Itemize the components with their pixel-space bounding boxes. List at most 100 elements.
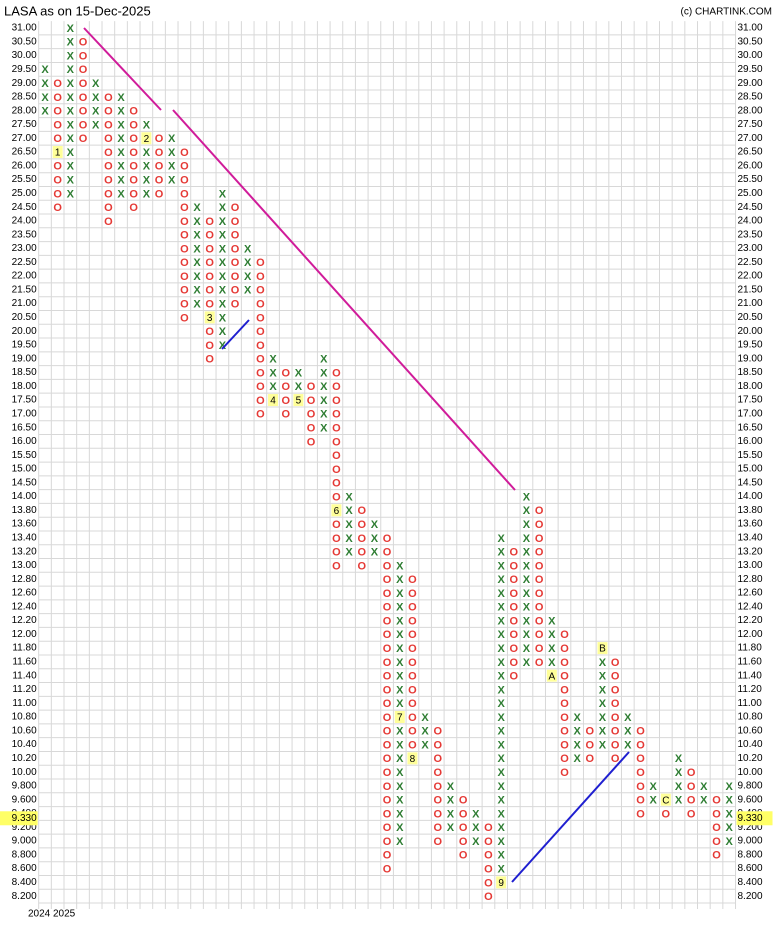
x-box: X [624, 739, 632, 751]
o-box: O [535, 588, 544, 600]
x-box: X [497, 808, 505, 820]
month-marker: 5 [296, 396, 302, 407]
o-box: O [687, 781, 696, 793]
o-box: O [180, 299, 189, 311]
o-box: O [205, 243, 214, 255]
x-box: X [193, 202, 201, 214]
o-box: O [332, 450, 341, 462]
o-box: O [433, 808, 442, 820]
o-box: O [79, 106, 88, 118]
x-box: X [143, 147, 151, 159]
x-box: X [675, 767, 683, 779]
o-box: O [104, 147, 113, 159]
x-box: X [523, 519, 531, 531]
month-marker: 2 [144, 134, 150, 145]
o-box: O [79, 119, 88, 131]
o-box: O [459, 822, 468, 834]
o-box: O [180, 188, 189, 200]
month-marker: 3 [207, 313, 213, 324]
o-box: O [332, 478, 341, 490]
x-box: X [168, 133, 176, 145]
y-tick-label-right: 12.80 [738, 574, 763, 585]
x-box: X [117, 188, 125, 200]
x-box: X [193, 230, 201, 242]
o-box: O [636, 726, 645, 738]
y-tick-label: 24.00 [12, 216, 37, 227]
x-box: X [117, 147, 125, 159]
o-box: O [510, 547, 519, 559]
x-box: X [92, 106, 100, 118]
o-box: O [484, 850, 493, 862]
o-box: O [408, 629, 417, 641]
o-box: O [586, 739, 595, 751]
o-box: O [484, 877, 493, 889]
y-tick-label-right: 29.50 [738, 64, 763, 75]
o-box: O [53, 106, 62, 118]
x-box: X [497, 753, 505, 765]
y-tick-label: 10.80 [12, 712, 37, 723]
x-box: X [320, 354, 328, 366]
y-tick-label-right: 18.00 [738, 381, 763, 392]
y-tick-label: 21.00 [12, 298, 37, 309]
o-box: O [180, 285, 189, 297]
o-box: O [383, 588, 392, 600]
o-box: O [256, 257, 265, 269]
y-tick-label: 13.80 [12, 505, 37, 516]
o-box: O [205, 326, 214, 338]
y-tick-label-right: 12.20 [738, 615, 763, 626]
x-box: X [523, 574, 531, 586]
y-tick-label: 25.50 [12, 174, 37, 185]
x-box: X [117, 133, 125, 145]
o-box: O [611, 712, 620, 724]
o-box: O [636, 808, 645, 820]
y-tick-label-right: 16.00 [738, 436, 763, 447]
x-box: X [345, 491, 353, 503]
y-tick-label-right: 8.200 [738, 891, 763, 902]
x-box: X [447, 808, 455, 820]
month-marker: 9 [498, 878, 504, 889]
y-tick-label-right: 14.00 [738, 491, 763, 502]
o-box: O [383, 836, 392, 848]
o-box: O [611, 698, 620, 710]
o-box: O [231, 271, 240, 283]
o-box: O [510, 671, 519, 683]
o-box: O [357, 519, 366, 531]
o-box: O [307, 395, 316, 407]
x-box: X [523, 657, 531, 669]
y-tick-label: 23.50 [12, 229, 37, 240]
o-box: O [129, 188, 138, 200]
o-box: O [332, 464, 341, 476]
x-box: X [67, 37, 75, 49]
x-box: X [523, 588, 531, 600]
x-box: X [320, 409, 328, 421]
o-box: O [560, 671, 569, 683]
x-box: X [143, 174, 151, 186]
o-box: O [332, 519, 341, 531]
y-tick-label: 30.00 [12, 50, 37, 61]
x-box: X [219, 188, 227, 200]
x-box: X [548, 657, 556, 669]
x-box: X [700, 795, 708, 807]
trend-line [221, 319, 250, 350]
x-box: X [447, 822, 455, 834]
o-box: O [687, 808, 696, 820]
y-tick-label-right: 9.000 [738, 836, 763, 847]
o-box: O [636, 739, 645, 751]
o-box: O [357, 547, 366, 559]
current-price-box [736, 811, 773, 826]
x-box: X [345, 547, 353, 559]
o-box: O [205, 340, 214, 352]
x-box: X [726, 781, 734, 793]
o-box: O [383, 712, 392, 724]
y-tick-label-right: 26.50 [738, 147, 763, 158]
x-box: X [497, 629, 505, 641]
o-box: O [205, 230, 214, 242]
o-box: O [155, 174, 164, 186]
y-tick-label: 11.20 [12, 684, 37, 695]
o-box: O [155, 161, 164, 173]
x-box: X [497, 657, 505, 669]
o-box: O [383, 643, 392, 655]
y-tick-label: 11.80 [12, 643, 37, 654]
o-box: O [712, 808, 721, 820]
y-tick-label: 17.00 [12, 408, 37, 419]
